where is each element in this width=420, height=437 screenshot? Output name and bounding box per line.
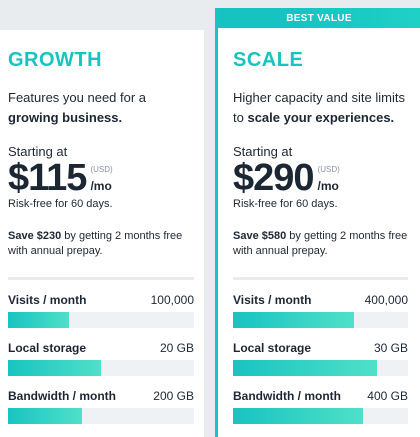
annual-savings-note: Save $580 by getting 2 months free with …	[233, 229, 408, 259]
metric-label: Bandwidth / month	[8, 389, 116, 403]
metric-value: 100,000	[150, 293, 194, 307]
savings-amount: Save $230	[8, 230, 62, 242]
starting-label: Starting at	[233, 144, 293, 159]
starting-label: Starting at	[8, 144, 68, 159]
risk-free-note: Risk-free for 60 days.	[233, 198, 338, 210]
price-period: /mo	[317, 179, 339, 193]
metric-bar-track	[8, 312, 194, 328]
metric-label: Visits / month	[233, 293, 312, 307]
tagline-text: Higher capacity and site limits to	[233, 90, 405, 125]
currency-label: (USD)	[90, 165, 113, 174]
metric-bar-fill	[233, 312, 354, 328]
metric-label: Visits / month	[8, 293, 87, 307]
metric-visits: Visits / month 400,000	[233, 292, 408, 328]
metric-storage: Local storage 30 GB	[233, 340, 408, 376]
metric-bar-track	[233, 408, 408, 424]
metric-bar-fill	[8, 360, 101, 376]
metric-bar-track	[8, 360, 194, 376]
metric-bar-fill	[8, 312, 70, 328]
plan-card-scale: BEST VALUE SCALE Higher capacity and sit…	[215, 8, 420, 437]
price: $290	[233, 157, 315, 199]
tagline-text: Features you need for a	[8, 90, 147, 105]
currency-label: (USD)	[317, 165, 340, 174]
metric-bar-track	[233, 312, 408, 328]
metric-value: 400,000	[364, 293, 408, 307]
price: $115	[8, 157, 87, 199]
savings-text: by getting 2 months free with annual pre…	[8, 230, 183, 257]
price-row: $290 (USD) /mo	[233, 157, 408, 199]
tagline-bold: scale your experiences.	[247, 110, 395, 125]
savings-amount: Save $580	[233, 230, 287, 242]
price-period: /mo	[90, 179, 112, 193]
plan-name: SCALE	[233, 49, 304, 71]
metric-label: Local storage	[233, 341, 312, 355]
metric-value: 400 GB	[367, 389, 408, 403]
divider	[8, 277, 194, 280]
plan-tagline: Features you need for a growing business…	[8, 88, 194, 128]
risk-free-note: Risk-free for 60 days.	[8, 198, 113, 210]
tagline-bold: growing business.	[8, 110, 123, 125]
metric-bar-fill	[233, 360, 377, 376]
plan-tagline: Higher capacity and site limits to scale …	[233, 88, 408, 128]
metric-bar-fill	[8, 408, 83, 424]
plan-card-growth: GROWTH Features you need for a growing b…	[0, 30, 204, 437]
divider	[233, 277, 408, 280]
annual-savings-note: Save $230 by getting 2 months free with …	[8, 229, 194, 259]
metric-bandwidth: Bandwidth / month 400 GB	[233, 388, 408, 424]
metric-value: 20 GB	[159, 341, 194, 355]
best-value-badge: BEST VALUE	[218, 8, 420, 28]
metric-label: Local storage	[8, 341, 87, 355]
plan-name: GROWTH	[8, 49, 103, 71]
metric-visits: Visits / month 100,000	[8, 292, 194, 328]
metric-value: 30 GB	[373, 341, 408, 355]
metric-bandwidth: Bandwidth / month 200 GB	[8, 388, 194, 424]
metric-storage: Local storage 20 GB	[8, 340, 194, 376]
metric-bar-track	[233, 360, 408, 376]
savings-text: by getting 2 months free with annual pre…	[233, 230, 408, 257]
metric-label: Bandwidth / month	[233, 389, 341, 403]
metric-bar-track	[8, 408, 194, 424]
price-row: $115 (USD) /mo	[8, 157, 194, 199]
metric-bar-fill	[233, 408, 363, 424]
metric-value: 200 GB	[153, 389, 194, 403]
